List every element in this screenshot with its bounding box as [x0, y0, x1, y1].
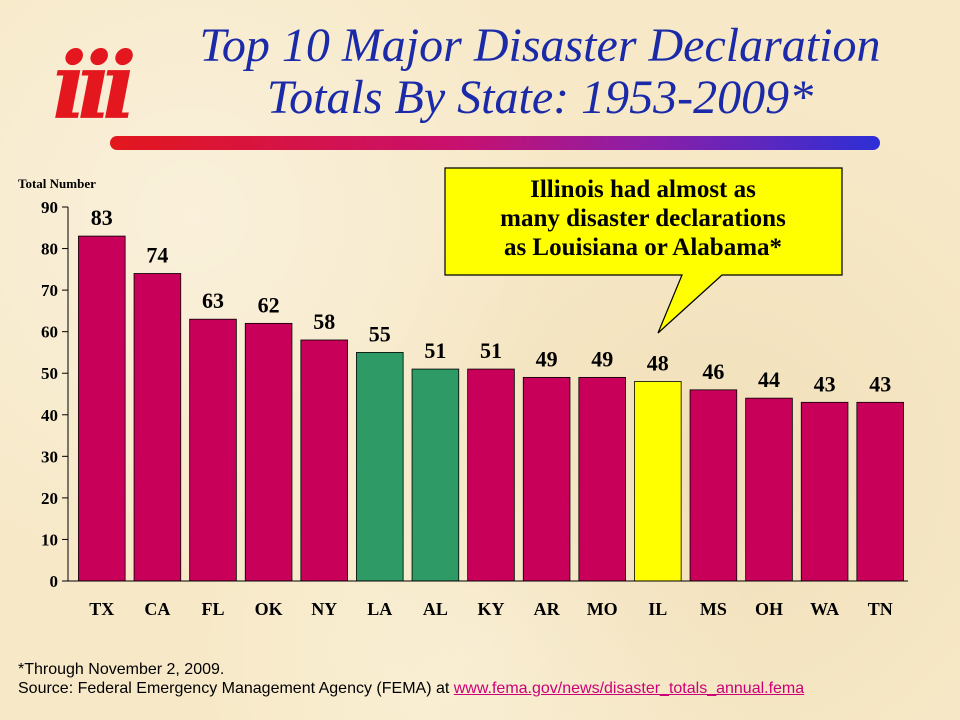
x-tick-label-oh: OH: [755, 599, 783, 619]
callout-line-3: as Louisiana or Alabama*: [504, 234, 782, 261]
y-tick-label: 40: [41, 406, 58, 425]
value-label-tx: 83: [91, 205, 113, 230]
x-tick-label-ar: AR: [534, 599, 561, 619]
y-axis: 0 10 20 30 40 50 60 70 80 90: [41, 198, 68, 591]
x-tick-label-mo: MO: [587, 599, 618, 619]
x-tick-label-il: IL: [648, 599, 667, 619]
x-tick-label-ky: KY: [478, 599, 505, 619]
x-tick-label-ny: NY: [311, 599, 337, 619]
bar-ar: [522, 376, 571, 582]
value-label-ca: 74: [146, 242, 168, 267]
value-label-ar: 49: [536, 346, 558, 371]
source-link[interactable]: www.fema.gov/news/disaster_totals_annual…: [453, 680, 805, 697]
bar-mo: [578, 376, 626, 582]
bar-tn: [856, 401, 904, 582]
callout: Illinois had almost as many disaster dec…: [444, 167, 843, 334]
x-tick-label-wa: WA: [810, 599, 839, 619]
bar-il: [634, 381, 682, 582]
y-tick-label: 60: [41, 323, 58, 342]
callout-line-1: Illinois had almost as: [530, 176, 756, 203]
x-tick-label-tn: TN: [868, 599, 893, 619]
callout-line-2: many disaster declarations: [500, 205, 786, 232]
bar-tx: [78, 235, 126, 582]
x-axis: TX CA FL OK NY LA AL KY AR MO IL MS OH WA TN: [89, 599, 892, 619]
y-axis-label: Total Number: [18, 176, 96, 191]
footnote: *Through November 2, 2009. Source: Feder…: [18, 660, 804, 698]
footnote-date: *Through November 2, 2009.: [18, 661, 225, 678]
y-tick-label: 50: [41, 364, 58, 383]
source-line: Source: Federal Emergency Management Age…: [18, 679, 804, 698]
x-tick-label-ok: OK: [255, 599, 283, 619]
y-tick-label: 0: [50, 572, 59, 591]
x-tick-label-al: AL: [423, 599, 448, 619]
value-label-mo: 49: [591, 346, 613, 371]
value-label-al: 51: [424, 338, 446, 363]
value-label-fl: 63: [202, 288, 224, 313]
bar-al: [411, 368, 460, 582]
y-tick-label: 30: [41, 447, 58, 466]
x-tick-label-la: LA: [367, 599, 392, 619]
title-line-2: Totals By State: 1953-2009*: [266, 71, 814, 124]
bar-ok: [244, 322, 293, 582]
bar-ny: [300, 339, 348, 582]
x-tick-label-ca: CA: [144, 599, 170, 619]
bar-ca: [133, 273, 182, 582]
source-prefix: Source: Federal Emergency Management Age…: [18, 680, 454, 697]
bar-wa: [800, 401, 849, 582]
value-label-la: 55: [369, 321, 391, 346]
iii-logo: iii: [52, 32, 137, 140]
title-divider: [110, 136, 880, 150]
page-title: Top 10 Major Disaster Declaration Totals…: [150, 20, 930, 124]
y-tick-label: 70: [41, 281, 58, 300]
x-tick-label-ms: MS: [700, 599, 727, 619]
value-label-ok: 62: [258, 292, 280, 317]
value-label-tn: 43: [869, 371, 891, 396]
bar-la: [356, 352, 404, 582]
bar-fl: [189, 318, 237, 582]
value-label-ny: 58: [313, 309, 335, 334]
value-label-wa: 43: [814, 371, 836, 396]
bar-oh: [745, 397, 793, 582]
bar-chart: Total Number 0 10 20 30 40 50 60 70 80 90 83 74 63 6…: [18, 167, 908, 619]
y-tick-label: 90: [41, 198, 58, 217]
x-tick-label-fl: FL: [201, 599, 224, 619]
data-labels: 83 74 63 62 58 55 51 51 49 49 48 46 44 43 43: [91, 205, 891, 396]
bar-ky: [467, 368, 515, 582]
y-tick-label: 80: [41, 240, 58, 259]
x-tick-label-tx: TX: [89, 599, 114, 619]
bar-ms: [689, 389, 738, 582]
value-label-il: 48: [647, 351, 669, 376]
y-tick-label: 20: [41, 489, 58, 508]
value-label-oh: 44: [758, 367, 780, 392]
value-label-ky: 51: [480, 338, 502, 363]
y-tick-label: 10: [41, 530, 58, 549]
value-label-ms: 46: [702, 359, 724, 384]
title-line-1: Top 10 Major Disaster Declaration: [199, 19, 881, 72]
callout-bubble: [444, 167, 843, 334]
bar-series: [78, 235, 904, 582]
